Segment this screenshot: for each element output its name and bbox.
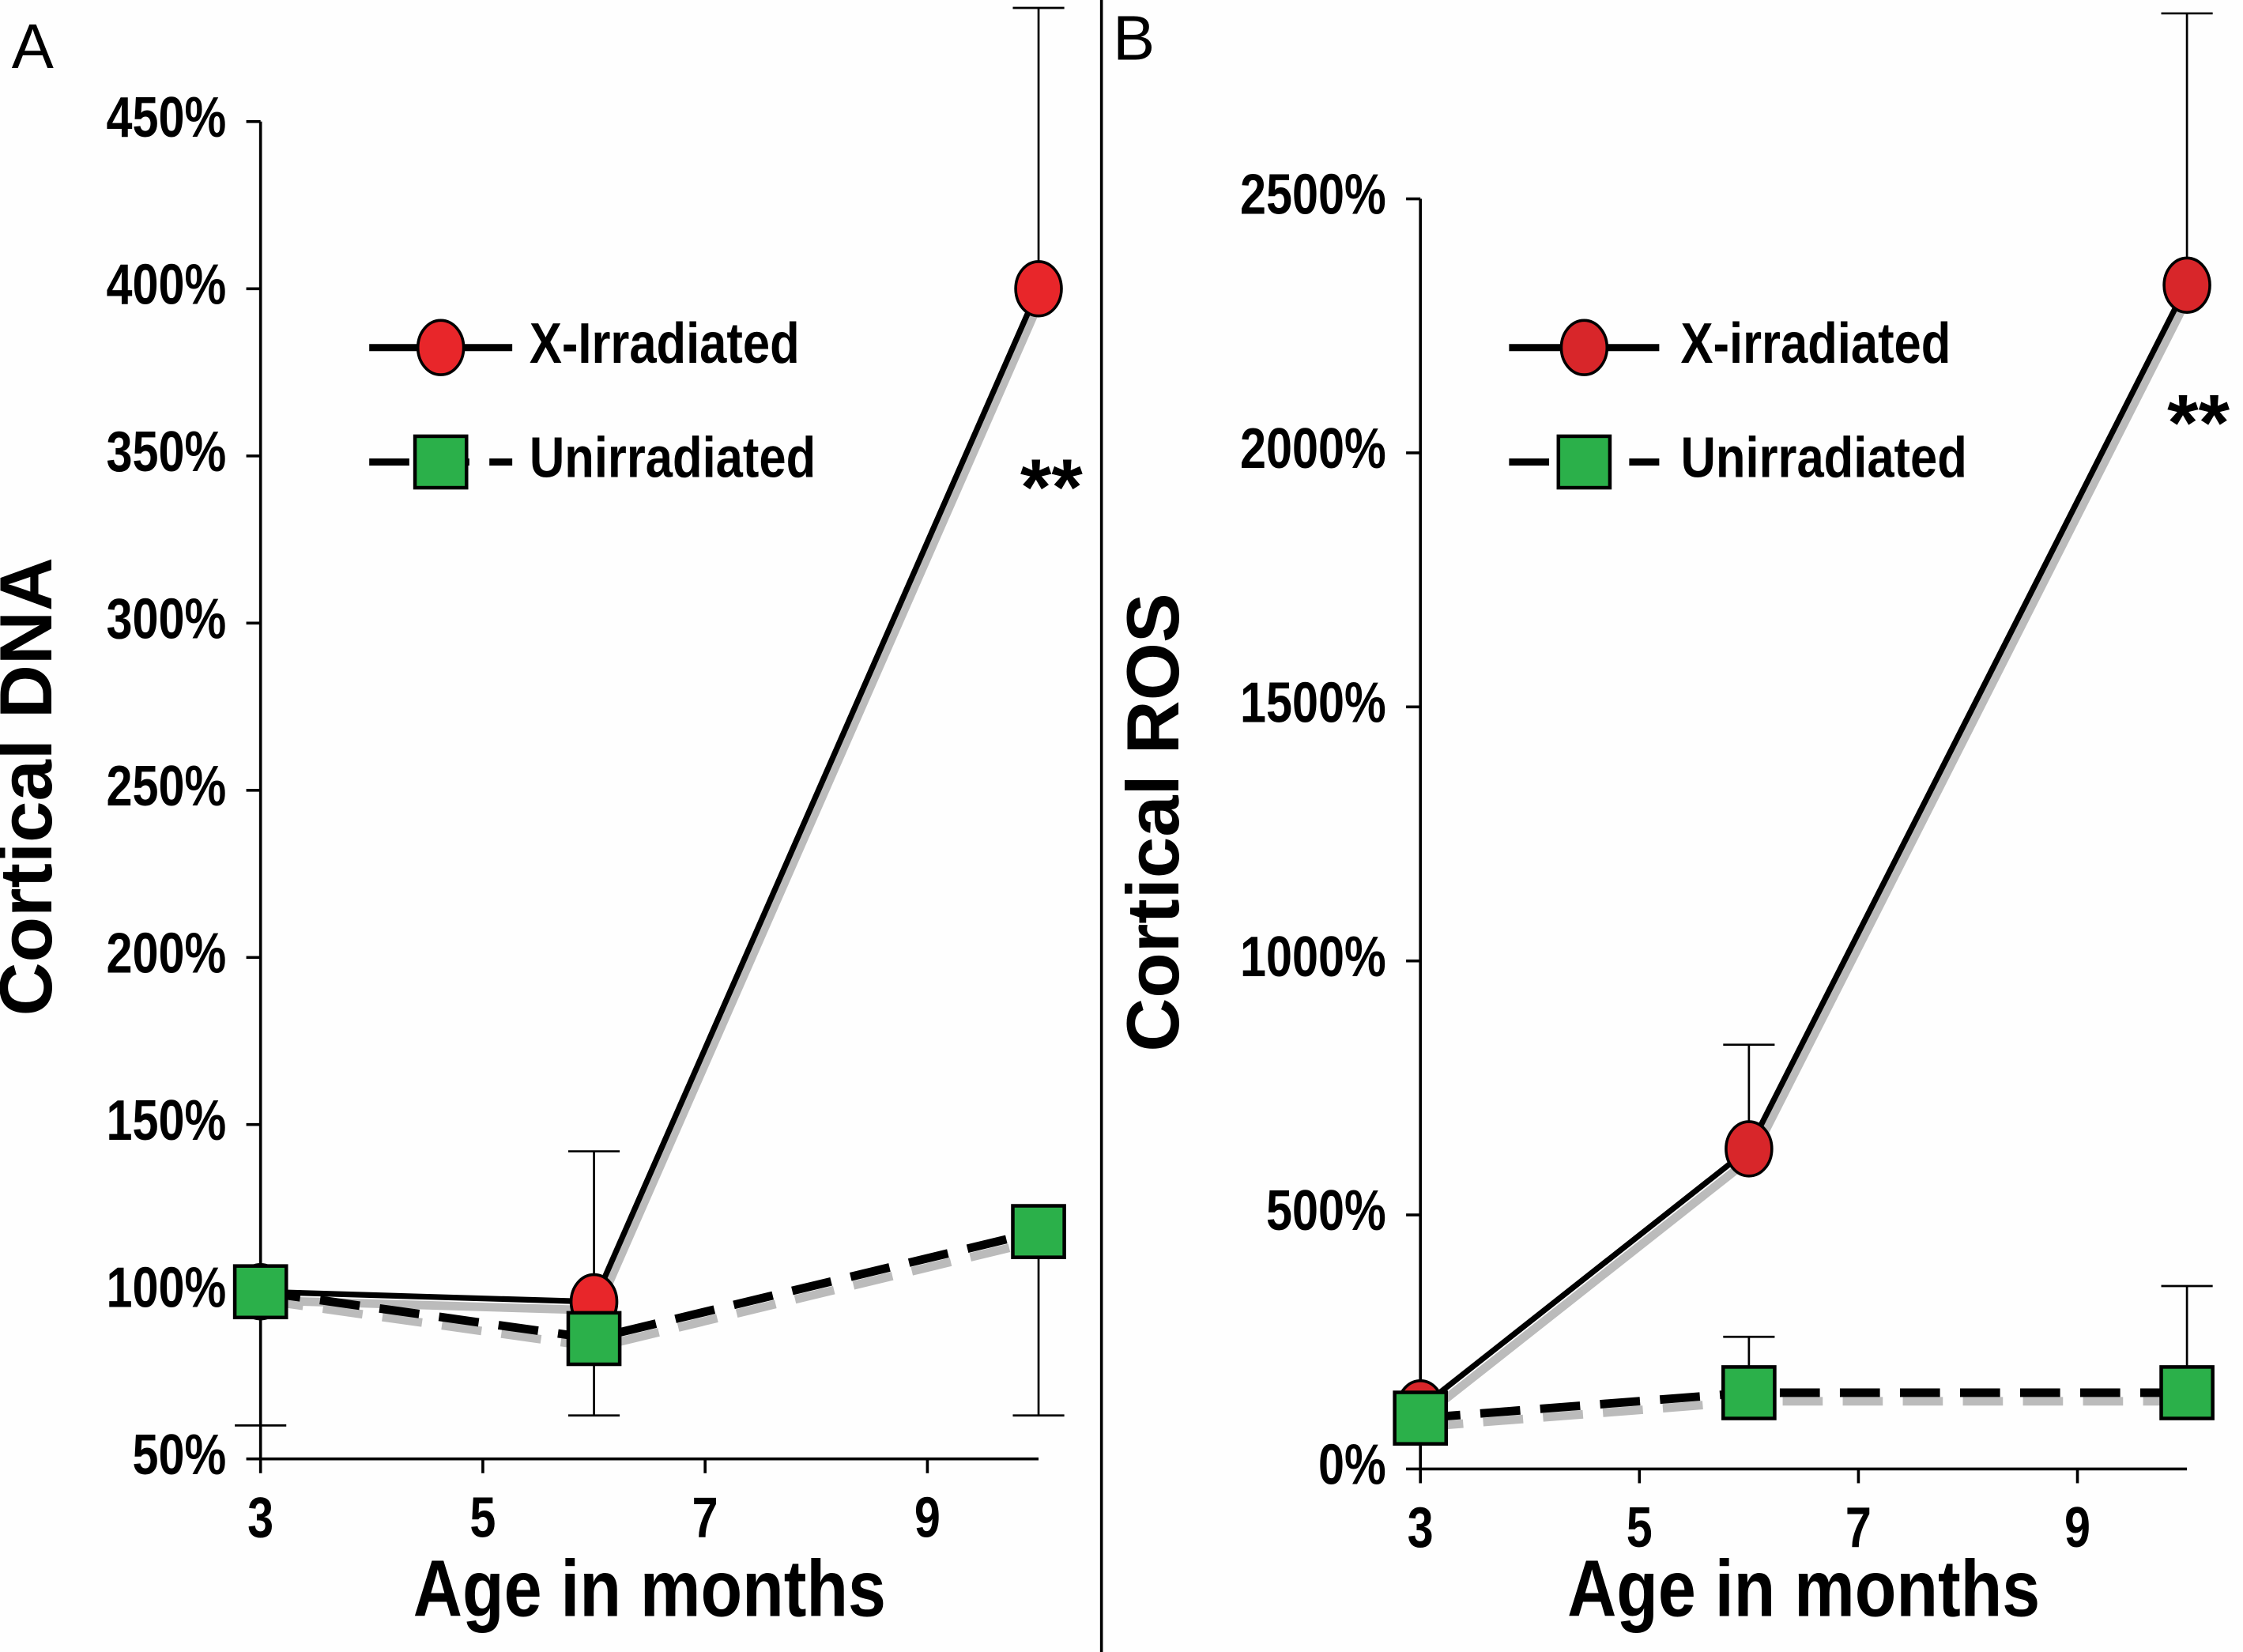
y-tick-label: 0% bbox=[1318, 1433, 1386, 1497]
x-axis-label: Age in months bbox=[413, 1544, 886, 1633]
legend-label: Unirradiated bbox=[530, 426, 816, 490]
x-tick-label: 7 bbox=[1845, 1496, 1872, 1560]
y-tick-label: 100% bbox=[106, 1256, 226, 1320]
y-tick-label: 300% bbox=[106, 587, 226, 651]
x-tick-label: 5 bbox=[1627, 1496, 1653, 1560]
y-tick-label: 150% bbox=[106, 1088, 226, 1152]
legend-marker bbox=[1559, 319, 1609, 376]
marker bbox=[566, 1311, 622, 1367]
panel-label: A bbox=[12, 11, 54, 81]
legend-marker bbox=[1556, 434, 1612, 490]
x-tick-label: 3 bbox=[247, 1486, 273, 1550]
y-axis-label: Cortical DNA bbox=[0, 557, 67, 1016]
annotation: ** bbox=[1020, 443, 1083, 532]
legend-label: X-Irradiated bbox=[530, 311, 800, 375]
legend-marker bbox=[413, 434, 469, 490]
panel-label: B bbox=[1113, 2, 1155, 73]
x-tick-label: 7 bbox=[692, 1486, 718, 1550]
y-tick-label: 2000% bbox=[1240, 417, 1386, 481]
y-tick-label: 2500% bbox=[1240, 163, 1386, 227]
y-axis-label: Cortical ROS bbox=[1111, 593, 1194, 1051]
y-tick-label: 400% bbox=[106, 253, 226, 317]
marker bbox=[1393, 1390, 1449, 1446]
x-axis-label: Age in months bbox=[1567, 1544, 2040, 1633]
y-tick-label: 200% bbox=[106, 922, 226, 986]
y-tick-label: 1500% bbox=[1240, 671, 1386, 735]
annotation: ** bbox=[2167, 379, 2230, 468]
marker bbox=[232, 1264, 288, 1320]
legend-label: X-irradiated bbox=[1681, 311, 1951, 375]
y-tick-label: 500% bbox=[1266, 1179, 1386, 1243]
marker bbox=[2162, 256, 2211, 314]
marker bbox=[2159, 1365, 2215, 1420]
y-tick-label: 1000% bbox=[1240, 925, 1386, 989]
y-tick-label: 450% bbox=[106, 85, 226, 149]
marker bbox=[1011, 1204, 1066, 1259]
x-tick-label: 9 bbox=[914, 1486, 941, 1550]
x-tick-label: 5 bbox=[469, 1486, 496, 1550]
marker bbox=[1014, 260, 1063, 318]
y-tick-label: 50% bbox=[132, 1423, 226, 1487]
y-tick-label: 350% bbox=[106, 420, 226, 484]
marker bbox=[1725, 1120, 1774, 1178]
legend-label: Unirradiated bbox=[1681, 426, 1967, 490]
x-tick-label: 9 bbox=[2064, 1496, 2090, 1560]
marker bbox=[1721, 1365, 1777, 1420]
legend-marker bbox=[416, 319, 466, 376]
y-tick-label: 250% bbox=[106, 754, 226, 818]
x-tick-label: 3 bbox=[1408, 1496, 1434, 1560]
